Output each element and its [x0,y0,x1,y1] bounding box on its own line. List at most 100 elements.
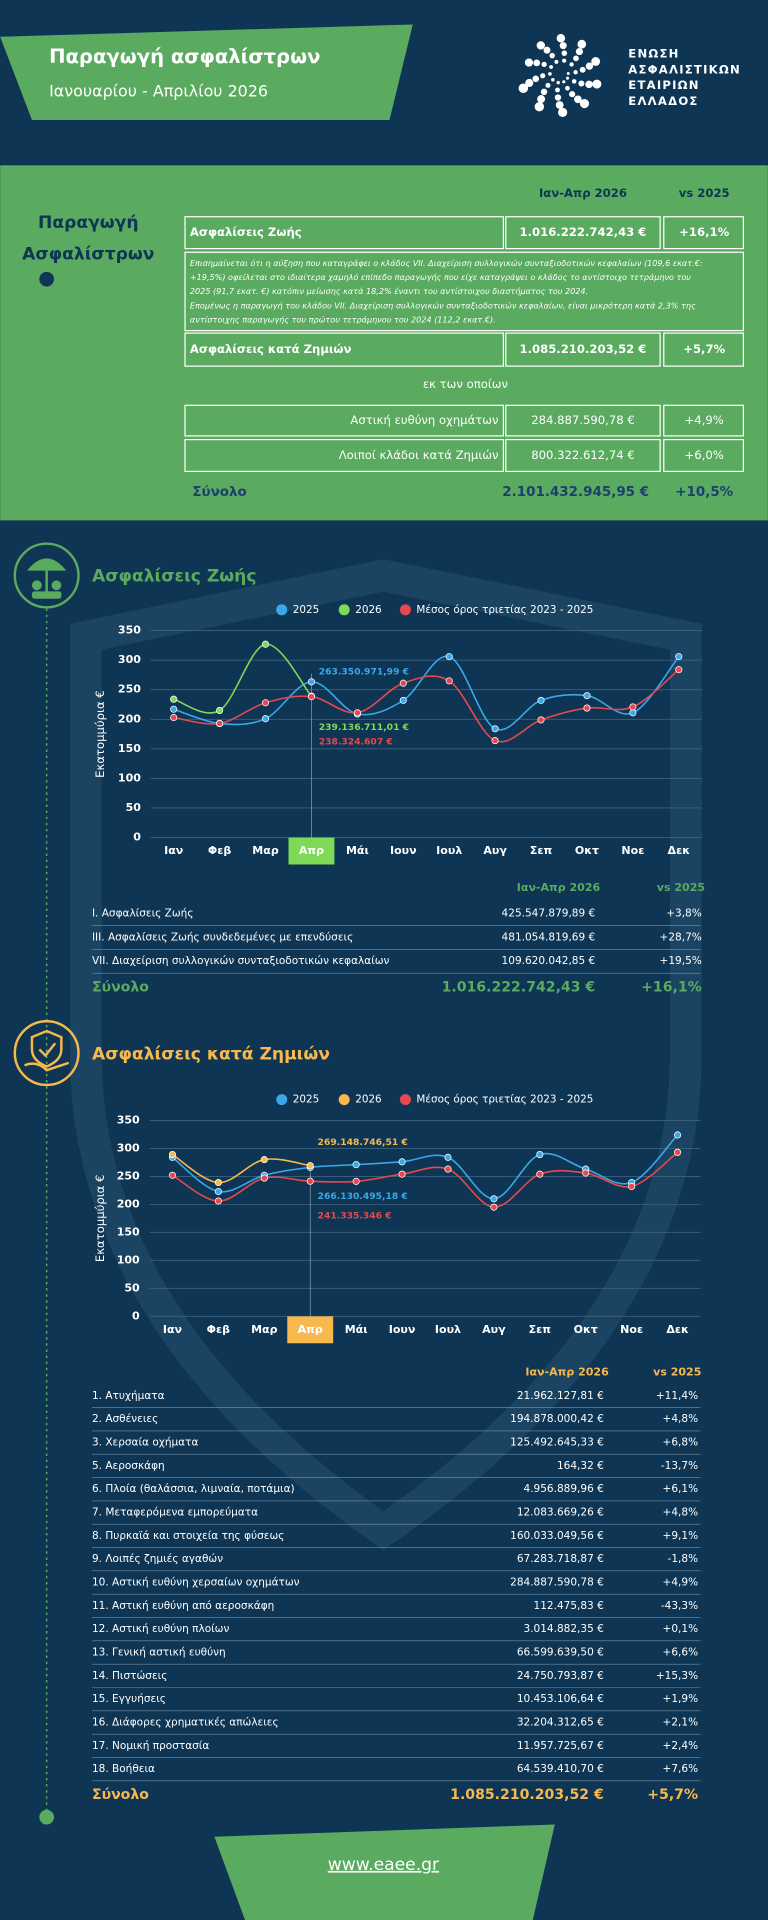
row-value: 800.322.612,74 € [531,448,635,462]
data-point [216,706,224,714]
row-value: 194.878.000,42 € [510,1413,604,1425]
row-label: III. Ασφαλίσεις Ζωής συνδεδεμένες με επε… [92,931,353,943]
legend-swatch [338,1094,350,1106]
total-value: 2.101.432.945,95 € [502,485,649,500]
row-label: Λοιποί κλάδοι κατά Ζημιών [339,448,499,462]
logo-dot [574,95,582,104]
data-point [536,1151,544,1159]
row-change: +3,8% [666,907,702,919]
data-point [399,679,407,687]
y-tick-label: 200 [117,1197,140,1210]
logo-dot [524,58,534,67]
row-value: 24.750.793,87 € [517,1670,604,1682]
row-label: 9. Λοιπές ζημιές αγαθών [92,1553,223,1565]
y-tick-label: 100 [117,1253,140,1266]
x-tick-label: Νοε [621,844,644,857]
total-value: 1.085.210.203,52 € [450,1787,604,1803]
logo-dot [554,94,562,101]
x-tick-label: Δεκ [666,1323,689,1336]
row-label: 16. Διάφορες χρηματικές απώλειες [92,1716,279,1728]
x-tick-label: Φεβ [208,844,231,857]
page-title: Παραγωγή ασφαλίστρων [49,45,320,68]
legend-label: Μέσος όρος τριετίας 2023 - 2025 [416,604,593,616]
row-change: +6,1% [663,1483,699,1495]
row-value: 10.453.106,64 € [517,1693,604,1705]
logo-dot [573,55,579,62]
y-tick-label: 0 [133,831,141,844]
row-change: +5,7% [683,342,725,356]
x-tick-label: Αυγ [483,844,507,857]
data-point [307,693,315,701]
summary-label: Ασφαλίστρων [22,245,154,265]
logo-dot [559,42,567,50]
logo-dot [533,59,541,67]
row-label: 17. Νομική προστασία [92,1740,209,1752]
x-tick-label: Αυγ [482,1323,506,1336]
logo-dot [554,59,559,64]
logo-text: ΑΣΦΑΛΙΣΤΙΚΩΝ [628,62,741,76]
logo [518,33,602,117]
row-change: -13,7% [661,1460,698,1472]
y-tick-label: 300 [118,653,141,666]
series-line [173,643,313,714]
legend-swatch [399,1094,411,1106]
data-point [307,678,315,686]
row-box [184,332,504,367]
data-point [352,1177,360,1185]
row-label: 15. Εγγυήσεις [92,1693,166,1705]
row-label: Αστική ευθύνη οχημάτων [350,413,498,427]
row-label: 13. Γενική αστική ευθύνη [92,1647,226,1659]
data-point [674,1148,682,1156]
legend-swatch [276,1094,288,1106]
data-label: 238.324.607 € [319,737,393,748]
row-change: +28,7% [660,931,702,943]
row-change: +9,1% [663,1530,699,1542]
logo-dot [540,73,546,79]
logo-dot [551,78,555,82]
note-line: 2025 (91,7 εκατ. €) κατόπιν μείωσης κατά… [190,286,588,296]
data-point [261,699,270,707]
logo-dot [534,102,545,112]
summary-label: Παραγωγή [38,213,139,233]
row-change: -1,8% [668,1553,699,1565]
data-point [444,1165,452,1173]
total-label: Σύνολο [92,980,149,996]
logo-dot [579,66,586,73]
logo-dot [525,78,534,88]
logo-dot [575,47,584,56]
row-label: VII. Διαχείριση συλλογικών συνταξιοδοτικ… [92,955,390,967]
note-box [184,251,744,332]
row-value: 67.283.718,87 € [517,1553,604,1565]
data-point [628,1182,636,1191]
legend-label: 2026 [355,1094,381,1106]
legend-label: 2026 [355,604,381,616]
row-value: 164,32 € [557,1460,604,1472]
row-change: +15,3% [656,1670,698,1682]
section-title: Ασφαλίσεις Ζωής [92,567,257,587]
logo-dot [532,75,540,83]
highlight-box [287,1316,334,1344]
logo-dot [561,50,568,56]
row-change: +7,6% [663,1763,699,1775]
summary-panel [0,165,768,521]
row-box [663,332,744,367]
data-point [306,1162,314,1170]
data-point [445,677,453,685]
footer-url[interactable]: www.eaee.gr [328,1855,440,1875]
row-change: +6,8% [663,1437,699,1449]
logo-dot [571,79,577,84]
note-line: Επισημαίνεται ότι η αύξηση που καταγράφε… [190,258,703,268]
row-box [663,404,744,437]
data-point [261,640,270,648]
x-tick-label: Ιαν [164,844,183,857]
data-point [352,1161,360,1169]
of-which: εκ των οποίων [423,377,508,391]
x-tick-label: Φεβ [207,1323,230,1336]
y-tick-label: 50 [124,1281,140,1294]
logo-dot [518,83,529,94]
y-axis-title: Εκατομμύρια € [93,1175,107,1263]
row-box [184,404,504,437]
x-tick-label: Ιουν [389,1323,416,1336]
logo-dot [540,88,548,96]
logo-dot [537,95,546,103]
